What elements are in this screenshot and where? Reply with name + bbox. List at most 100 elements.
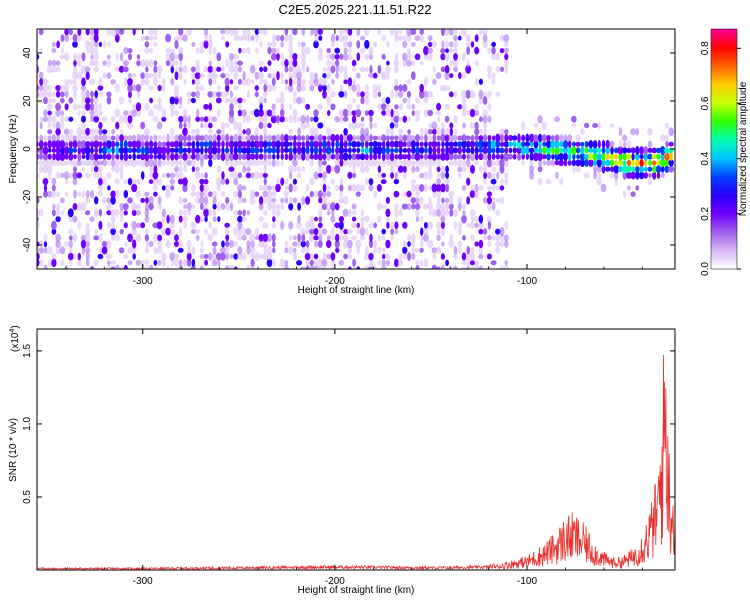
spectrogram-cell (436, 208, 442, 217)
spectrogram-cell (267, 42, 272, 47)
spectrogram-cell (325, 127, 332, 136)
spectrogram-cell (347, 53, 353, 60)
spectrogram-cell (414, 35, 421, 42)
spectrogram-cell (491, 78, 496, 86)
spectrogram-cell (313, 140, 319, 148)
spectrogram-cell (470, 234, 475, 241)
spectrogram-cell (372, 159, 378, 167)
spectrogram-cell (242, 115, 246, 123)
spectrogram-cell (101, 116, 108, 123)
spectrogram-cell (317, 29, 323, 35)
spectrogram-cell (267, 60, 272, 66)
spectrogram-cell (389, 140, 395, 148)
spectrogram-cell (300, 53, 307, 61)
spectrogram-cell (254, 29, 259, 35)
spectrogram-cell (292, 64, 298, 74)
spectrogram-cell (98, 208, 102, 217)
spectrogram-cell (487, 72, 492, 80)
spectrogram-cell (237, 153, 242, 161)
spectrogram-cell (386, 221, 390, 229)
spectrogram-cell (94, 90, 98, 99)
spectrogram-cell (225, 83, 230, 93)
spectrogram-cell (457, 221, 463, 229)
spectrogram-cell (474, 77, 479, 86)
spectrogram-cell (263, 178, 267, 186)
spectrogram-cell (199, 172, 205, 179)
spectrogram-cell (406, 52, 412, 61)
spectrogram-cell (94, 46, 98, 55)
spectrogram-cell (37, 252, 40, 261)
spectrogram-cell (609, 123, 615, 128)
spectrogram-cell (225, 140, 229, 149)
spectrogram-cell (469, 260, 476, 266)
spectrogram-cell (194, 171, 201, 180)
spectrogram-cell (72, 41, 78, 48)
spectrogram-cell (271, 158, 276, 167)
spectrogram-cell (144, 215, 150, 223)
spectrogram-cell (504, 64, 509, 74)
spectrogram-cell (166, 214, 170, 224)
spectrogram-cell (452, 59, 459, 67)
spectrogram-cell (631, 153, 635, 161)
spectrogram-cell (386, 71, 390, 80)
spectrogram-cell (364, 29, 370, 37)
spectrogram-cell (157, 259, 162, 266)
spectrogram-cell (347, 141, 352, 147)
spectrogram-cell (93, 29, 99, 37)
spectrogram-cell (382, 253, 386, 260)
spectrogram-cell (153, 266, 158, 269)
spectrogram-cell (322, 153, 327, 161)
spectrogram-cell (52, 122, 56, 129)
spectrogram-cell (55, 85, 61, 91)
spectrogram-cell (369, 146, 373, 155)
spectrogram-cell (330, 235, 336, 241)
spectrogram-cell (343, 140, 348, 149)
spectrogram-cell (394, 78, 399, 86)
spectrogram-cell (156, 247, 163, 254)
spectrogram-cell (588, 148, 594, 153)
spectrogram-cell (85, 40, 91, 49)
spectrogram-cell (195, 152, 200, 161)
spectrogram-cell (309, 140, 314, 149)
spectrogram-cell (207, 65, 214, 73)
spectrogram-cell (584, 141, 589, 148)
spectrogram-cell (191, 71, 196, 80)
spectrogram-cell (431, 247, 438, 254)
spectrogram-cell (195, 234, 200, 241)
spectrogram-cell (250, 79, 255, 85)
spectrogram-cell (402, 246, 408, 254)
spectrogram-cell (469, 252, 476, 261)
spectrogram-cell (490, 160, 497, 166)
spectrogram-cell (296, 240, 302, 248)
spectrogram-cell (390, 108, 394, 118)
spectrogram-cell (65, 179, 69, 185)
spectrogram-cell (183, 166, 187, 173)
spectrogram-cell (339, 115, 344, 123)
spectrogram-cell (621, 164, 628, 174)
spectrogram-cell (601, 159, 606, 167)
spectrogram-cell (127, 233, 133, 243)
spectrogram-cell (276, 115, 280, 124)
spectrogram-cell (322, 140, 327, 149)
spectrogram-cell (352, 78, 357, 86)
spectrogram-cell (487, 135, 492, 141)
spectrogram-cell (107, 185, 111, 191)
spectrogram-cell (55, 152, 61, 161)
spectrogram-cell (369, 153, 373, 161)
spectrogram-cell (283, 140, 290, 148)
spectrogram-cell (339, 190, 344, 199)
spectrogram-cell (465, 140, 471, 148)
spectrogram-cell (584, 147, 589, 154)
spectrogram-cell (246, 47, 251, 55)
spectrogram-cell (482, 140, 489, 148)
spectrogram-cell (81, 122, 86, 129)
spectrogram-cell (377, 260, 382, 266)
spectrogram-cell (143, 128, 150, 136)
spectrogram-cell (157, 135, 162, 141)
spectrogram-cell (258, 254, 264, 259)
spectrogram-cell (351, 222, 357, 229)
spectrogram-cell (495, 147, 500, 154)
spectrogram-cell (37, 221, 40, 230)
spectrogram-cell (211, 241, 218, 247)
spectrogram-cell (160, 141, 167, 147)
